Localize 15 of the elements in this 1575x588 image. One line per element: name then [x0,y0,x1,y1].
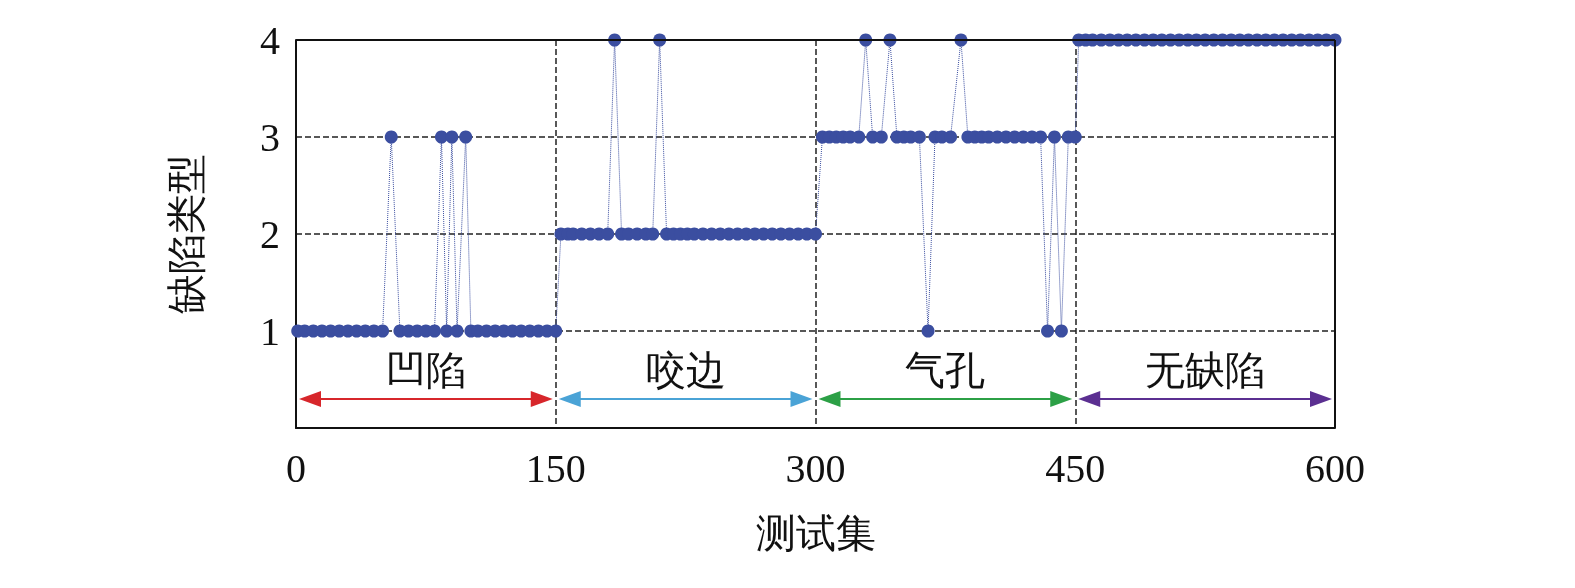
y-tick-label: 1 [260,308,280,354]
annotation: 咬边 [645,347,726,393]
x-tick-label: 300 [785,445,846,491]
x-tick-label: 600 [1305,445,1365,491]
x-tick-label: 150 [525,445,586,491]
annotation: 凹陷 [385,347,466,393]
y-tick-label: 2 [260,211,280,257]
annotation: 无缺陷 [1145,347,1266,393]
y-tick-label: 3 [260,114,280,160]
y-axis-title: 缺陷类型 [163,154,209,314]
x-axis-title: 测试集 [755,510,876,556]
y-tick-label: 4 [260,17,280,63]
annotation: 气孔 [905,347,986,393]
x-tick-label: 450 [1045,445,1106,491]
x-tick-label: 0 [286,445,306,491]
